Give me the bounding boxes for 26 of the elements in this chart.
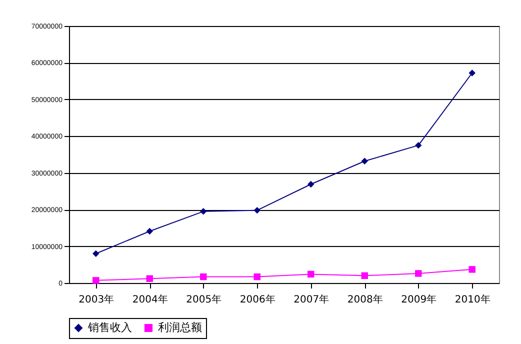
point xyxy=(92,277,100,284)
x-tick-label: 2006年 xyxy=(240,294,276,306)
point xyxy=(308,270,314,278)
point xyxy=(92,250,100,257)
point xyxy=(361,158,368,164)
point xyxy=(468,70,476,76)
point xyxy=(254,273,260,280)
x-tick-label: 2008年 xyxy=(347,294,383,306)
point xyxy=(415,270,422,277)
x-tick-label: 2007年 xyxy=(294,294,330,306)
point xyxy=(146,228,153,235)
point xyxy=(254,206,260,214)
x-tick-label: 2009年 xyxy=(401,294,437,306)
x-tick-label: 2003年 xyxy=(78,294,114,306)
legend-label: 销售收入 xyxy=(87,320,132,334)
point xyxy=(415,142,422,149)
point xyxy=(200,273,207,280)
point xyxy=(146,275,153,282)
x-tick-label: 2005年 xyxy=(186,294,222,306)
point xyxy=(361,272,368,280)
point xyxy=(468,266,476,273)
legend-label: 利润总额 xyxy=(158,320,202,334)
point xyxy=(200,208,207,215)
point xyxy=(308,180,314,188)
x-tick-label: 2004年 xyxy=(132,294,168,306)
x-tick-label: 2010年 xyxy=(454,294,490,306)
